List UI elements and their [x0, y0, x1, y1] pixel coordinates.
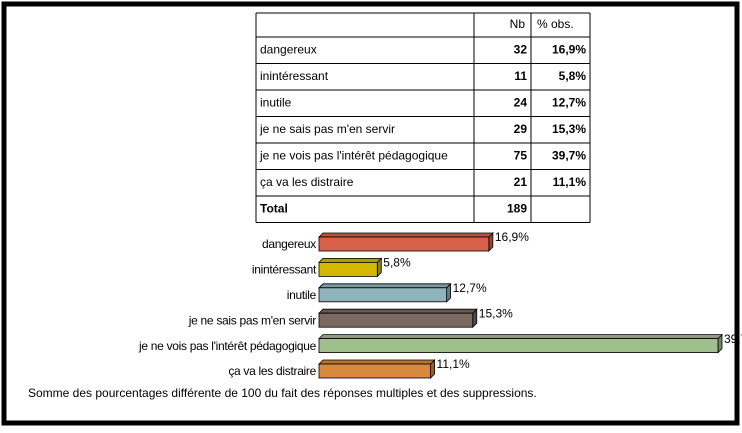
value-label: 5,8%	[383, 256, 411, 270]
bar-top	[318, 257, 383, 263]
bar	[318, 338, 719, 354]
table-cell: inintéressant	[260, 69, 329, 83]
bar	[318, 363, 431, 379]
table-cell: je ne sais pas m'en servir	[259, 122, 395, 136]
bar	[318, 261, 378, 277]
footnote: Somme des pourcentages différente de 100…	[28, 386, 537, 400]
table-cell: 21	[514, 175, 528, 189]
table-cell: 189	[507, 201, 527, 215]
table-header: % obs.	[537, 17, 574, 31]
category-label: ça va les distraire	[228, 364, 316, 378]
bar-top	[318, 283, 452, 289]
category-label: inintéressant	[252, 263, 317, 277]
bar-top	[318, 359, 436, 365]
category-label: inutile	[287, 288, 317, 302]
table-cell: 5,8%	[559, 69, 587, 83]
table-cell: 39,7%	[552, 148, 586, 162]
table-cell: Total	[260, 201, 288, 215]
bar	[318, 312, 474, 328]
table-cell: je ne vois pas l'intérêt pédagogique	[259, 148, 448, 162]
bar	[318, 287, 448, 303]
table-cell: 11,1%	[553, 175, 587, 189]
value-label: 16,9%	[495, 230, 529, 244]
value-label: 12,7%	[453, 281, 487, 295]
table-cell: 12,7%	[552, 95, 586, 109]
table-cell: inutile	[260, 95, 292, 109]
table-cell: 32	[514, 42, 528, 56]
table-cell: 24	[514, 95, 528, 109]
table-header: Nb	[510, 17, 526, 31]
table-cell: 29	[514, 122, 528, 136]
category-label: je ne vois pas l'intérêt pédagogique	[138, 339, 317, 353]
table-cell: ça va les distraire	[260, 175, 354, 189]
table-cell: 75	[514, 148, 528, 162]
frame	[1, 1, 740, 426]
bar	[318, 236, 490, 252]
value-label: 15,3%	[479, 306, 513, 320]
value-label: 39,7%	[724, 332, 742, 346]
table-cell: 16,9%	[552, 42, 586, 56]
bar-top	[318, 334, 723, 340]
bar-top	[318, 232, 494, 238]
value-label: 11,1%	[437, 357, 470, 371]
category-label: je ne sais pas m'en servir	[188, 313, 317, 327]
table-cell: 11	[514, 69, 527, 83]
bar-top	[318, 308, 478, 314]
table-cell: 15,3%	[552, 122, 586, 136]
category-label: dangereux	[262, 237, 316, 251]
table-cell: dangereux	[260, 42, 317, 56]
